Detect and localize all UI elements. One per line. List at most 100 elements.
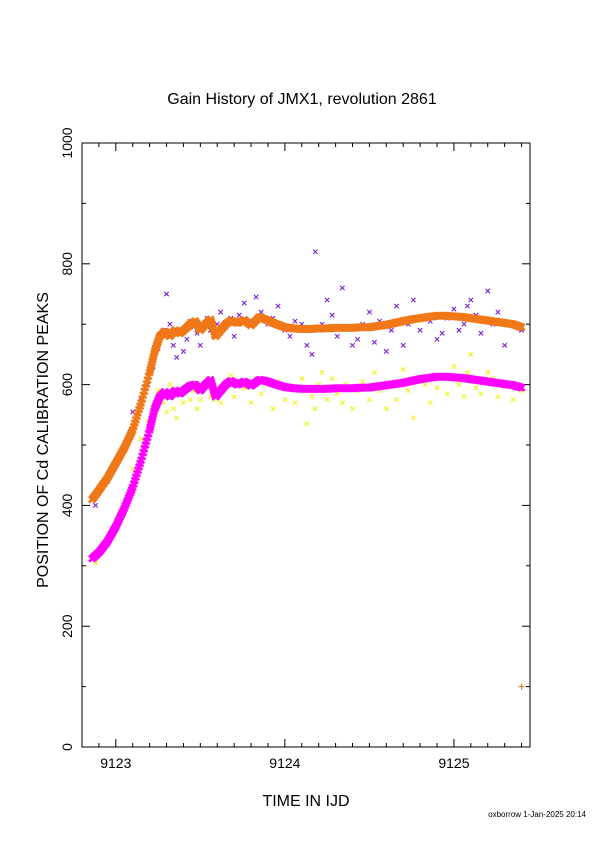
y-tick-label: 0	[59, 743, 75, 751]
y-axis-label: POSITION OF Cd CALIBRATION PEAKS	[35, 292, 52, 588]
data-point	[464, 369, 471, 376]
data-point	[468, 297, 474, 303]
data-point	[366, 309, 372, 315]
data-point	[163, 291, 170, 297]
data-point	[405, 388, 411, 394]
data-point	[354, 336, 361, 342]
data-point	[253, 294, 259, 300]
data-point	[324, 297, 330, 303]
data-point	[485, 288, 491, 294]
data-point	[434, 336, 440, 342]
series-outlier	[518, 683, 525, 690]
data-point	[287, 333, 293, 339]
data-point	[518, 683, 525, 690]
data-point	[366, 397, 372, 403]
series-upper-peak-fit	[88, 311, 526, 504]
chart-title: Gain History of JMX1, revolution 2861	[167, 91, 437, 108]
data-point	[197, 397, 203, 403]
data-point	[410, 415, 416, 421]
data-point	[270, 406, 276, 412]
data-point	[180, 400, 187, 406]
data-point	[383, 406, 389, 412]
data-point	[478, 330, 484, 336]
data-point	[339, 285, 345, 291]
data-point	[517, 323, 526, 332]
data-point	[510, 397, 516, 403]
data-point	[329, 375, 335, 382]
data-point	[456, 382, 462, 388]
data-point	[334, 333, 340, 339]
x-axis-label: TIME IN IJD	[262, 793, 349, 810]
data-point	[456, 327, 462, 333]
data-point	[218, 400, 224, 406]
data-point	[461, 394, 467, 400]
data-point	[231, 394, 237, 400]
y-tick-label: 400	[59, 494, 75, 518]
data-point	[163, 409, 170, 415]
data-marks	[88, 249, 526, 690]
data-point	[292, 318, 298, 324]
data-point	[410, 297, 416, 303]
data-point	[167, 382, 173, 388]
data-point	[360, 378, 366, 385]
y-tick-label: 1000	[59, 127, 75, 158]
data-point	[309, 394, 315, 400]
data-point	[473, 385, 479, 391]
data-point	[349, 406, 356, 412]
data-point	[422, 382, 428, 388]
data-point	[170, 342, 176, 348]
data-point	[400, 342, 406, 348]
data-point	[400, 366, 406, 373]
data-point	[248, 400, 254, 406]
data-point	[502, 342, 508, 348]
data-point	[439, 330, 445, 336]
data-point	[388, 327, 394, 333]
data-point	[197, 342, 203, 348]
data-point	[468, 351, 474, 357]
data-point	[258, 391, 264, 397]
data-point	[339, 400, 345, 406]
data-point	[312, 249, 318, 255]
y-tick-label: 200	[59, 614, 75, 638]
data-point	[194, 406, 200, 412]
data-point	[218, 309, 224, 315]
data-point	[464, 303, 471, 309]
data-point	[184, 336, 190, 342]
data-point	[495, 394, 501, 400]
data-point	[319, 369, 325, 376]
x-tick-label: 9124	[269, 755, 300, 771]
data-point	[383, 348, 389, 354]
y-axis-ticks: 0 200 400 600 800 1000	[59, 127, 530, 751]
series-lower-peak-fit	[88, 372, 526, 563]
data-point	[241, 300, 247, 306]
data-point	[92, 502, 99, 508]
data-point	[324, 397, 330, 403]
data-point	[304, 342, 310, 348]
data-point	[417, 327, 423, 333]
data-point	[275, 303, 281, 309]
data-point	[282, 397, 288, 403]
data-point	[304, 421, 310, 427]
data-point	[228, 372, 234, 379]
x-tick-label: 9123	[100, 755, 131, 771]
x-axis-ticks: 9123 9124 9125	[98, 143, 523, 771]
data-point	[292, 400, 298, 406]
data-point	[138, 436, 144, 442]
data-point	[371, 339, 378, 345]
data-point	[299, 375, 305, 382]
series-lower-peak-scatter	[92, 351, 525, 566]
data-point	[478, 391, 484, 397]
data-point	[231, 333, 237, 339]
data-point	[309, 351, 315, 357]
y-tick-label: 600	[59, 373, 75, 397]
data-point	[393, 397, 400, 403]
data-point	[451, 306, 457, 312]
data-point	[174, 415, 180, 421]
data-point	[329, 312, 335, 318]
data-point	[434, 385, 440, 391]
data-point	[393, 303, 400, 309]
data-point	[174, 354, 180, 361]
data-point	[371, 369, 378, 376]
data-point	[495, 309, 501, 315]
